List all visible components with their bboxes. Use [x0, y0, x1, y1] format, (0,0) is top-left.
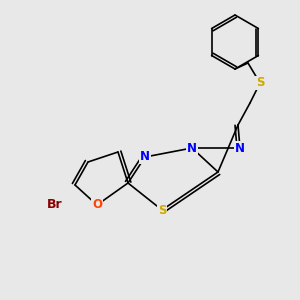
- Text: O: O: [92, 199, 102, 212]
- Text: S: S: [158, 203, 166, 217]
- Text: N: N: [140, 151, 150, 164]
- Text: Br: Br: [47, 199, 63, 212]
- Text: N: N: [235, 142, 245, 154]
- Text: S: S: [256, 76, 264, 89]
- Text: N: N: [187, 142, 197, 154]
